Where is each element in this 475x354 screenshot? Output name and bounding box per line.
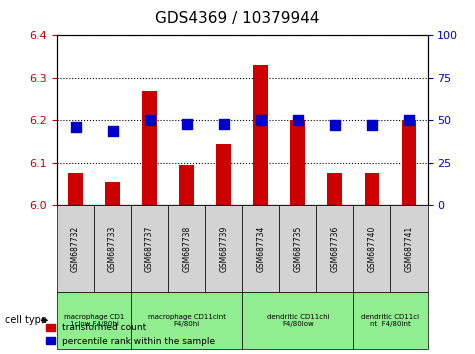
Text: GDS4369 / 10379944: GDS4369 / 10379944	[155, 11, 320, 25]
Text: dendritic CD11chi
F4/80low: dendritic CD11chi F4/80low	[266, 314, 329, 327]
Text: GSM687740: GSM687740	[368, 225, 376, 272]
Bar	[179, 165, 194, 205]
Bar	[327, 173, 342, 205]
Point	[257, 118, 265, 123]
Point	[220, 121, 228, 127]
Text: dendritic CD11ci
nt  F4/80int: dendritic CD11ci nt F4/80int	[361, 314, 419, 327]
Text: GSM687741: GSM687741	[405, 225, 413, 272]
Text: GSM687732: GSM687732	[71, 225, 80, 272]
Text: macrophage CD1
1clow F4/80hi: macrophage CD1 1clow F4/80hi	[64, 314, 124, 327]
Text: GSM687734: GSM687734	[256, 225, 265, 272]
Text: GSM687737: GSM687737	[145, 225, 154, 272]
Point	[368, 122, 376, 128]
Bar	[401, 120, 417, 205]
Point	[294, 118, 302, 123]
Bar	[290, 120, 305, 205]
Bar	[105, 182, 120, 205]
Point	[109, 128, 116, 133]
Text: cell type: cell type	[5, 315, 47, 325]
Point	[331, 122, 339, 128]
Text: GSM687739: GSM687739	[219, 225, 228, 272]
Legend: transformed count, percentile rank within the sample: transformed count, percentile rank withi…	[43, 320, 219, 349]
Text: GSM687736: GSM687736	[331, 225, 339, 272]
Point	[405, 118, 413, 123]
Text: GSM687738: GSM687738	[182, 225, 191, 272]
Bar	[142, 91, 157, 205]
Bar	[364, 173, 380, 205]
Point	[183, 121, 190, 127]
Text: macrophage CD11cint
F4/80hi: macrophage CD11cint F4/80hi	[148, 314, 226, 327]
Point	[72, 124, 79, 130]
Text: GSM687735: GSM687735	[294, 225, 302, 272]
Point	[146, 118, 153, 123]
Text: GSM687733: GSM687733	[108, 225, 117, 272]
Bar	[68, 173, 83, 205]
Bar	[216, 144, 231, 205]
Bar	[253, 65, 268, 205]
